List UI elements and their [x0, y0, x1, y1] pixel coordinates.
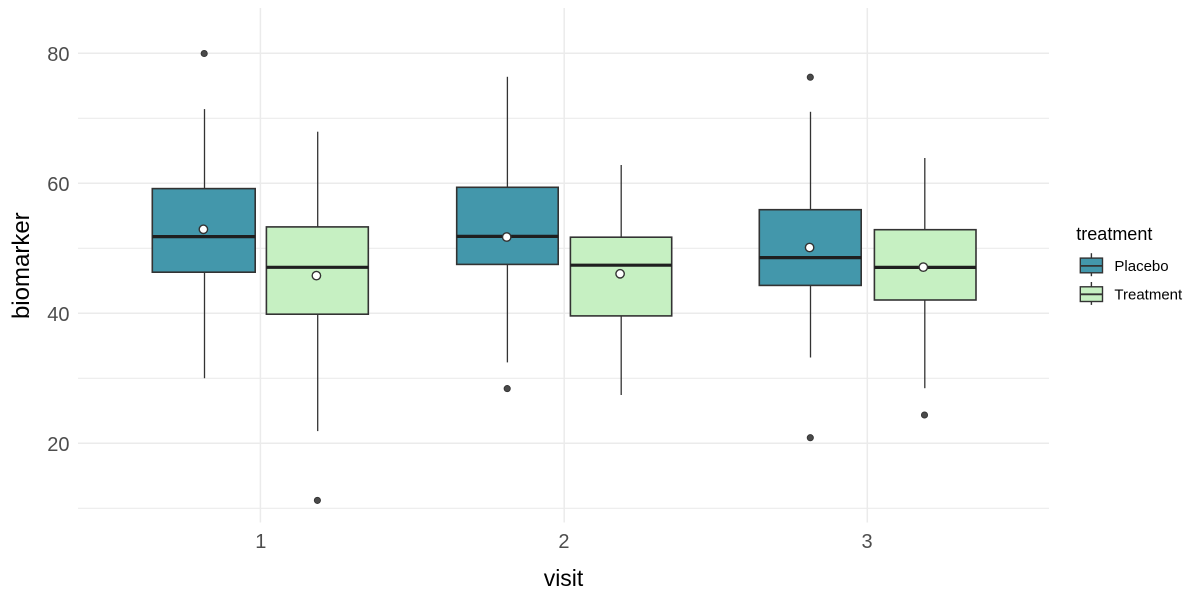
svg-text:Treatment: Treatment	[1114, 287, 1183, 304]
svg-text:20: 20	[47, 434, 69, 456]
svg-text:60: 60	[47, 174, 69, 196]
svg-text:biomarker: biomarker	[8, 212, 35, 319]
svg-text:visit: visit	[544, 565, 584, 591]
svg-text:40: 40	[47, 304, 69, 326]
svg-text:1: 1	[255, 531, 266, 553]
svg-text:2: 2	[558, 531, 569, 553]
svg-text:Placebo: Placebo	[1114, 258, 1168, 275]
svg-text:treatment: treatment	[1076, 224, 1152, 244]
svg-text:80: 80	[47, 44, 69, 66]
svg-text:3: 3	[861, 531, 872, 553]
